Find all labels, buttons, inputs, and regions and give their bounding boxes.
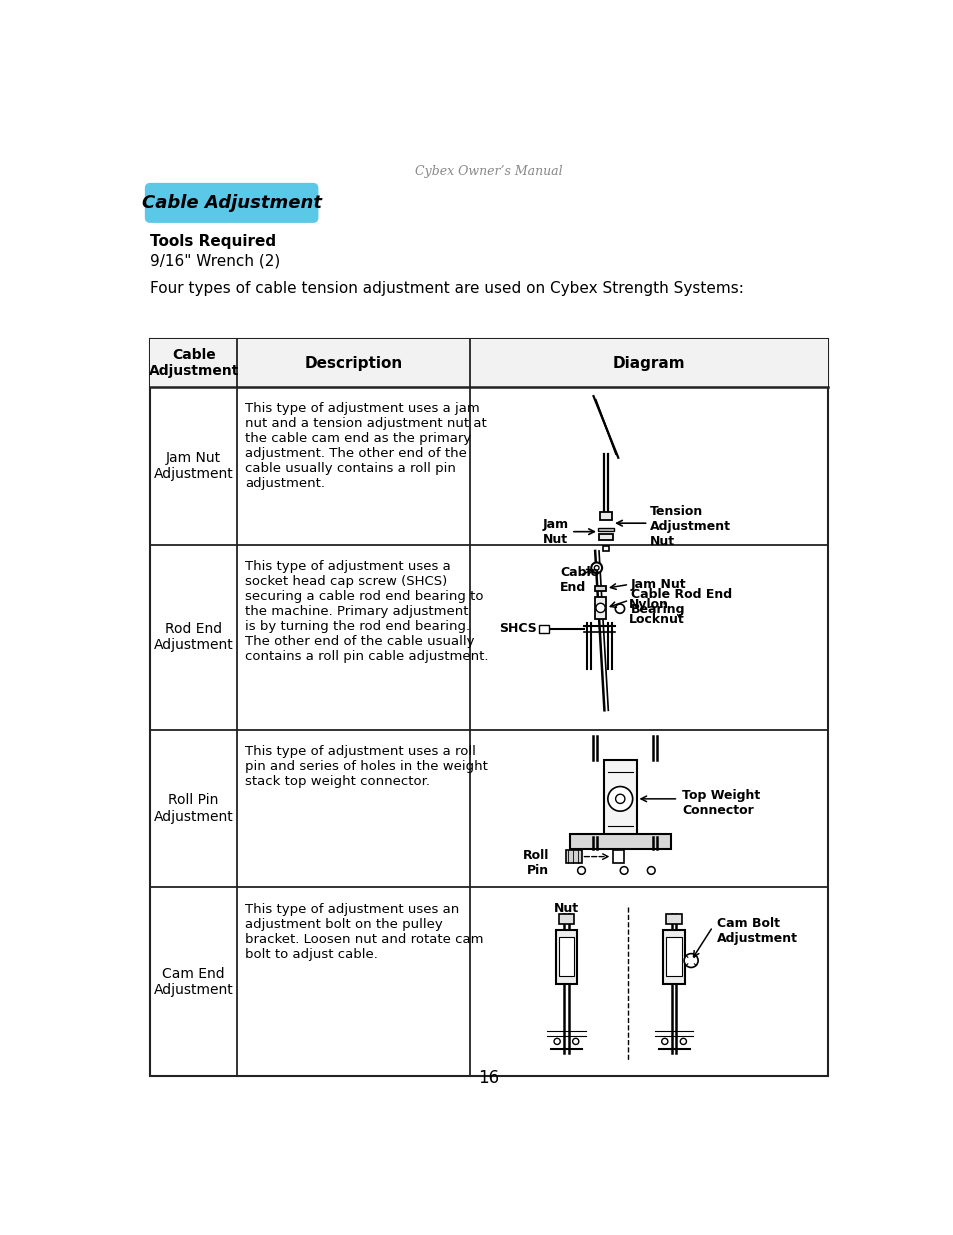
Text: Tension
Adjustment
Nut: Tension Adjustment Nut [649,505,730,548]
Text: Jam Nut
Adjustment: Jam Nut Adjustment [153,451,233,480]
Text: Diagram: Diagram [612,356,684,370]
Text: Nylon
Locknut: Nylon Locknut [629,598,684,626]
Bar [662,930,684,983]
Bar [595,597,605,619]
Text: Jam
Nut: Jam Nut [542,517,568,546]
Bar [665,914,681,924]
Text: Jam Nut: Jam Nut [630,578,686,590]
Bar [603,761,636,837]
Text: This type of adjustment uses a jam
nut and a tension adjustment nut at
the cable: This type of adjustment uses a jam nut a… [245,403,486,490]
Circle shape [594,566,598,571]
Text: Rod End
Adjustment: Rod End Adjustment [153,622,233,652]
Bar [598,534,612,540]
Bar [565,851,581,863]
Text: Roll Pin
Adjustment: Roll Pin Adjustment [153,793,233,824]
Bar [558,914,574,924]
Text: Cam End
Adjustment: Cam End Adjustment [153,967,233,997]
Text: Cybex Owner’s Manual: Cybex Owner’s Manual [415,165,562,178]
Circle shape [554,1039,559,1045]
Circle shape [596,603,604,613]
Bar [598,527,613,531]
Circle shape [647,867,655,874]
Circle shape [607,787,632,811]
Text: Top Weight
Connector: Top Weight Connector [681,789,760,816]
Text: Cable Adjustment: Cable Adjustment [141,194,321,212]
Bar [595,585,605,592]
Text: Cable Rod End
Bearing: Cable Rod End Bearing [630,588,731,616]
Text: Cam Bolt
Adjustment: Cam Bolt Adjustment [716,918,797,945]
Circle shape [683,953,698,967]
Bar [555,930,577,983]
Circle shape [615,794,624,804]
Bar [602,546,608,551]
Circle shape [615,604,624,614]
Bar [665,937,681,976]
Text: SHCS: SHCS [498,622,537,635]
Text: Four types of cable tension adjustment are used on Cybex Strength Systems:: Four types of cable tension adjustment a… [150,280,743,295]
Text: This type of adjustment uses a roll
pin and series of holes in the weight
stack : This type of adjustment uses a roll pin … [245,745,487,788]
Circle shape [591,562,601,573]
Bar [569,834,670,848]
Circle shape [679,1039,686,1045]
FancyBboxPatch shape [145,183,318,222]
Bar [150,340,827,1076]
Bar [538,625,549,632]
Text: Roll
Pin: Roll Pin [522,848,548,877]
Circle shape [619,867,627,874]
Text: Nut: Nut [554,903,578,915]
Bar [599,513,612,520]
Text: This type of adjustment uses a
socket head cap screw (SHCS)
securing a cable rod: This type of adjustment uses a socket he… [245,561,488,663]
Text: Cable
End: Cable End [559,566,598,594]
Text: This type of adjustment uses an
adjustment bolt on the pulley
bracket. Loosen nu: This type of adjustment uses an adjustme… [245,903,483,961]
Bar [558,937,574,976]
Text: 9/16" Wrench (2): 9/16" Wrench (2) [150,253,280,269]
Text: Description: Description [304,356,402,370]
Text: Tools Required: Tools Required [150,235,276,249]
Bar [612,851,623,863]
Bar [150,340,827,387]
Text: Cable
Adjustment: Cable Adjustment [149,348,238,378]
Circle shape [577,867,585,874]
Circle shape [661,1039,667,1045]
Text: 16: 16 [477,1070,499,1087]
Circle shape [572,1039,578,1045]
